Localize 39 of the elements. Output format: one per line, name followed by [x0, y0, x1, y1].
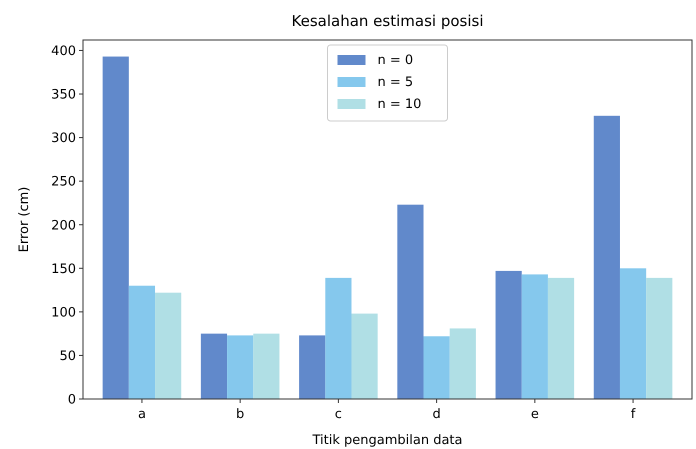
bar: [646, 278, 672, 399]
bar: [227, 335, 254, 399]
y-tick-label: 350: [51, 88, 76, 103]
y-tick-label: 400: [51, 44, 76, 60]
legend-label: n = 5: [378, 75, 414, 90]
y-tick-label: 200: [51, 218, 76, 234]
y-tick-label: 300: [51, 131, 76, 146]
bar: [548, 278, 574, 399]
y-tick-label: 0: [68, 392, 76, 408]
bar: [128, 286, 156, 399]
bar: [299, 335, 326, 399]
y-tick-label: 250: [51, 174, 76, 190]
bar: [594, 116, 620, 399]
x-axis-title: Titik pengambilan data: [312, 433, 462, 448]
y-axis-title: Error (cm): [17, 186, 32, 252]
bar: [102, 56, 129, 399]
x-tick-label: f: [630, 407, 636, 422]
y-tick-label: 150: [51, 262, 76, 277]
x-tick-label: a: [138, 407, 146, 422]
x-tick-label: c: [334, 407, 342, 422]
bar: [496, 270, 522, 399]
bar: [253, 334, 280, 399]
bar: [620, 268, 646, 399]
chart-title: Kesalahan estimasi posisi: [292, 12, 484, 30]
legend-label: n = 0: [378, 53, 414, 68]
y-tick-label: 100: [51, 305, 76, 320]
bar: [155, 292, 182, 399]
bar: [522, 274, 548, 399]
bar: [351, 314, 378, 399]
y-tick-label: 50: [59, 348, 76, 364]
legend-label: n = 10: [378, 97, 422, 112]
bar: [424, 336, 450, 399]
x-tick-label: e: [530, 407, 539, 422]
x-tick-label: d: [432, 407, 441, 422]
bar: [200, 334, 228, 399]
bar: [397, 204, 424, 399]
bar: [450, 328, 476, 399]
bar: [325, 278, 352, 399]
x-tick-label: b: [236, 407, 244, 422]
